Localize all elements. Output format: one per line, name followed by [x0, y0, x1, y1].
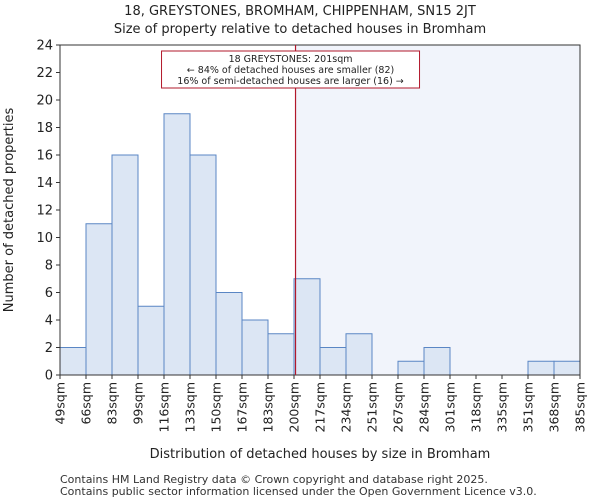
annotation-box: 18 GREYSTONES: 201sqm ← 84% of detached … — [161, 50, 421, 89]
bar-66sqm — [85, 223, 113, 376]
y-tick-label: 10 — [36, 231, 53, 246]
y-axis-label: Number of detached properties — [2, 108, 17, 313]
chart-title: 18, GREYSTONES, BROMHAM, CHIPPENHAM, SN1… — [124, 4, 476, 19]
bar-49sqm — [59, 347, 87, 376]
y-tick-label: 20 — [36, 94, 53, 109]
bar-99sqm — [137, 305, 165, 376]
bar-368sqm — [553, 360, 581, 376]
y-tick-label: 18 — [36, 121, 53, 136]
y-tick-label: 22 — [36, 66, 53, 81]
bar-83sqm — [111, 154, 139, 376]
x-tick-label: 318sqm — [469, 382, 484, 432]
bar-267sqm — [397, 360, 425, 376]
x-tick-label: 167sqm — [235, 382, 250, 432]
y-tick-label: 2 — [45, 341, 53, 356]
x-tick-label: 150sqm — [209, 382, 224, 432]
x-tick-label: 217sqm — [313, 382, 328, 432]
bar-150sqm — [215, 292, 243, 376]
y-tick-label: 12 — [36, 204, 53, 219]
x-tick-label: 234sqm — [339, 382, 354, 432]
bar-351sqm — [527, 360, 555, 376]
x-tick-label: 133sqm — [183, 382, 198, 432]
bar-217sqm — [319, 347, 347, 376]
bars — [59, 113, 581, 376]
bar-234sqm — [345, 333, 373, 376]
chart-subtitle: Size of property relative to detached ho… — [113, 22, 487, 37]
y-tick-label: 6 — [45, 286, 53, 301]
footer-line-2: Contains public sector information licen… — [60, 485, 537, 498]
y-tick-label: 24 — [36, 39, 53, 54]
y-tick-label: 14 — [36, 176, 53, 191]
y-tick-label: 0 — [45, 369, 53, 384]
bar-116sqm — [163, 113, 191, 376]
x-tick-label: 301sqm — [443, 382, 458, 432]
x-tick-label: 183sqm — [261, 382, 276, 432]
x-tick-label: 99sqm — [131, 382, 146, 425]
x-tick-label: 385sqm — [573, 382, 588, 432]
annotation-line-2: ← 84% of detached houses are smaller (82… — [187, 65, 394, 76]
x-tick-label: 200sqm — [287, 382, 302, 432]
bar-167sqm — [241, 319, 269, 376]
bar-284sqm — [423, 347, 451, 376]
x-tick-label: 116sqm — [157, 382, 172, 432]
x-tick-label: 267sqm — [391, 382, 406, 432]
x-tick-label: 284sqm — [417, 382, 432, 432]
x-tick-label: 49sqm — [53, 382, 68, 425]
highlight-region — [295, 45, 580, 375]
y-tick-label: 4 — [45, 314, 53, 329]
y-tick-label: 8 — [45, 259, 53, 274]
x-tick-label: 83sqm — [105, 382, 120, 425]
x-axis-ticks: 49sqm 66sqm 83sqm 99sqm 116sqm 133sqm 150sqm 16… — [53, 375, 588, 432]
x-axis-label: Distribution of detached houses by size … — [150, 447, 491, 462]
bar-200sqm — [293, 278, 321, 376]
x-tick-label: 351sqm — [521, 382, 536, 432]
annotation-frame — [161, 50, 421, 89]
annotation-line-3: 16% of semi-detached houses are larger (… — [177, 76, 404, 87]
bar-183sqm — [267, 333, 295, 376]
x-tick-label: 335sqm — [495, 382, 510, 432]
footer-line-1: Contains HM Land Registry data © Crown c… — [60, 473, 488, 486]
y-tick-label: 16 — [36, 149, 53, 164]
x-tick-label: 368sqm — [547, 382, 562, 432]
bar-133sqm — [189, 154, 217, 376]
x-tick-label: 66sqm — [79, 382, 94, 425]
x-tick-label: 251sqm — [365, 382, 380, 432]
annotation-line-1: 18 GREYSTONES: 201sqm — [229, 54, 353, 65]
